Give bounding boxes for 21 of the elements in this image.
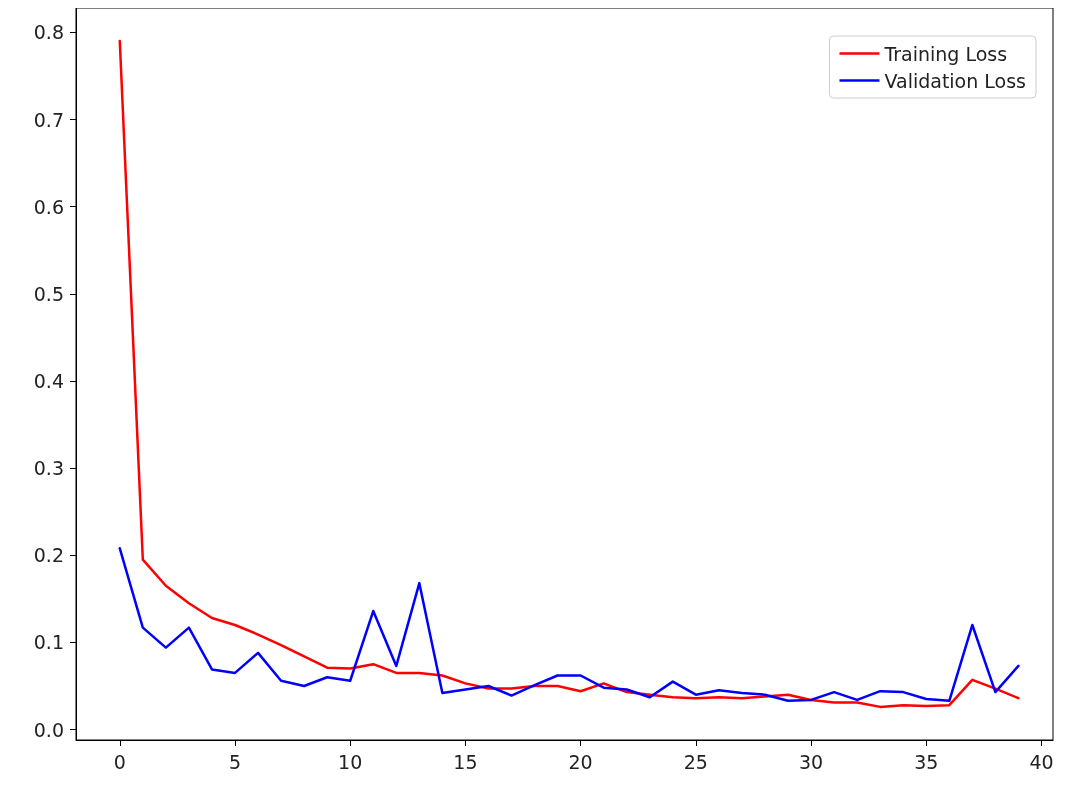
x-tick-label: 25 <box>683 750 708 773</box>
y-tick-label: 0.6 <box>33 195 64 218</box>
y-tick-label: 0.8 <box>33 21 64 44</box>
y-tick-label: 0.5 <box>33 282 64 305</box>
legend-label: Validation Loss <box>884 69 1027 92</box>
x-tick-label: 10 <box>338 750 363 773</box>
y-tick-label: 0.3 <box>33 457 64 480</box>
legend-label: Training Loss <box>883 42 1008 65</box>
x-tick-label: 40 <box>1029 750 1054 773</box>
x-tick-label: 30 <box>798 750 824 773</box>
y-tick-label: 0.0 <box>33 718 64 741</box>
y-tick-label: 0.7 <box>33 108 64 131</box>
x-tick-label: 0 <box>113 750 126 773</box>
x-tick-label: 20 <box>568 750 593 773</box>
y-tick-label: 0.2 <box>33 544 64 567</box>
x-tick-label: 15 <box>453 750 478 773</box>
x-tick-label: 35 <box>914 750 939 773</box>
y-tick-label: 0.4 <box>33 369 64 392</box>
y-tick-label: 0.1 <box>33 631 64 654</box>
x-tick-label: 5 <box>228 750 242 773</box>
line-series <box>118 547 1020 703</box>
